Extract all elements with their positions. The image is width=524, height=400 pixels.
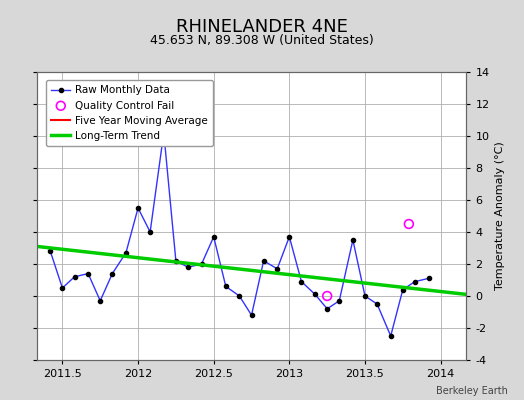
Y-axis label: Temperature Anomaly (°C): Temperature Anomaly (°C) bbox=[495, 142, 505, 290]
Raw Monthly Data bbox=[336, 298, 342, 303]
Raw Monthly Data bbox=[236, 294, 243, 298]
Text: 45.653 N, 89.308 W (United States): 45.653 N, 89.308 W (United States) bbox=[150, 34, 374, 47]
Raw Monthly Data bbox=[199, 262, 205, 266]
Raw Monthly Data bbox=[59, 286, 66, 290]
Raw Monthly Data bbox=[350, 238, 356, 242]
Raw Monthly Data bbox=[298, 279, 304, 284]
Raw Monthly Data bbox=[362, 294, 368, 298]
Raw Monthly Data bbox=[274, 266, 280, 271]
Raw Monthly Data bbox=[97, 298, 103, 303]
Raw Monthly Data bbox=[388, 334, 394, 338]
Raw Monthly Data bbox=[211, 234, 217, 239]
Raw Monthly Data bbox=[248, 313, 255, 318]
Raw Monthly Data bbox=[223, 284, 229, 289]
Quality Control Fail bbox=[405, 221, 413, 227]
Raw Monthly Data bbox=[412, 279, 418, 284]
Raw Monthly Data bbox=[400, 287, 406, 292]
Text: Berkeley Earth: Berkeley Earth bbox=[436, 386, 508, 396]
Raw Monthly Data bbox=[85, 271, 91, 276]
Raw Monthly Data bbox=[109, 271, 115, 276]
Raw Monthly Data bbox=[173, 258, 179, 263]
Raw Monthly Data bbox=[147, 230, 154, 234]
Raw Monthly Data bbox=[425, 276, 432, 281]
Text: RHINELANDER 4NE: RHINELANDER 4NE bbox=[176, 18, 348, 36]
Raw Monthly Data bbox=[135, 206, 141, 210]
Raw Monthly Data bbox=[324, 306, 330, 311]
Raw Monthly Data bbox=[47, 249, 53, 254]
Raw Monthly Data bbox=[286, 234, 292, 239]
Legend: Raw Monthly Data, Quality Control Fail, Five Year Moving Average, Long-Term Tren: Raw Monthly Data, Quality Control Fail, … bbox=[46, 80, 213, 146]
Line: Raw Monthly Data: Raw Monthly Data bbox=[48, 131, 431, 338]
Raw Monthly Data bbox=[123, 250, 129, 255]
Raw Monthly Data bbox=[71, 274, 78, 279]
Raw Monthly Data bbox=[374, 302, 380, 306]
Raw Monthly Data bbox=[312, 292, 318, 297]
Raw Monthly Data bbox=[161, 130, 167, 135]
Raw Monthly Data bbox=[260, 258, 267, 263]
Quality Control Fail bbox=[323, 293, 331, 299]
Raw Monthly Data bbox=[185, 265, 191, 270]
